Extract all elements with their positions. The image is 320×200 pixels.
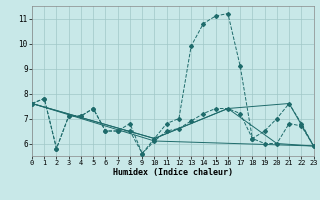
X-axis label: Humidex (Indice chaleur): Humidex (Indice chaleur): [113, 168, 233, 177]
